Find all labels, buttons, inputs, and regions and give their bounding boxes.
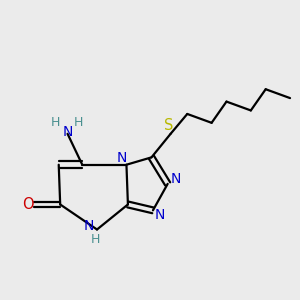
Text: N: N xyxy=(171,172,181,186)
Text: H: H xyxy=(50,116,60,129)
Text: N: N xyxy=(84,219,94,233)
Text: N: N xyxy=(155,208,166,222)
Text: S: S xyxy=(164,118,174,133)
Text: N: N xyxy=(117,151,127,165)
Text: O: O xyxy=(22,197,34,212)
Text: N: N xyxy=(62,125,73,139)
Text: H: H xyxy=(91,233,100,246)
Text: H: H xyxy=(74,116,83,129)
